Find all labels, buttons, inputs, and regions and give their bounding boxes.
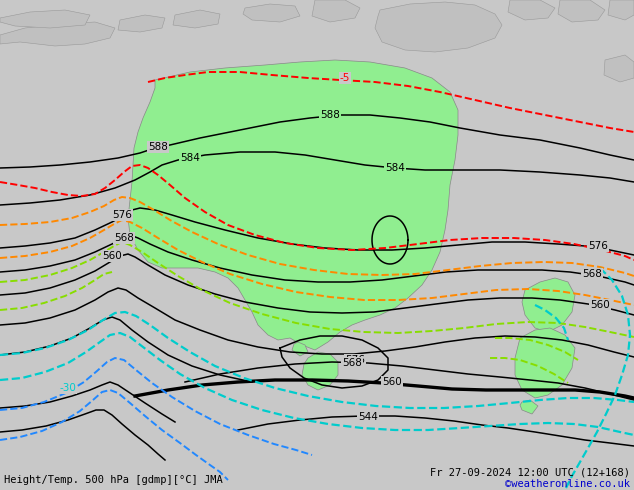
Polygon shape [243, 4, 300, 22]
Polygon shape [292, 342, 308, 356]
Polygon shape [515, 328, 575, 398]
Text: 576: 576 [345, 355, 365, 365]
Polygon shape [128, 60, 458, 350]
Text: -30: -30 [60, 383, 77, 393]
Polygon shape [522, 278, 575, 332]
Text: 568: 568 [582, 269, 602, 279]
Text: 544: 544 [358, 412, 378, 422]
Polygon shape [0, 10, 90, 28]
Polygon shape [608, 0, 634, 20]
Text: Height/Temp. 500 hPa [gdmp][°C] JMA: Height/Temp. 500 hPa [gdmp][°C] JMA [4, 475, 223, 485]
Text: 584: 584 [385, 163, 405, 173]
Polygon shape [312, 0, 360, 22]
Text: ©weatheronline.co.uk: ©weatheronline.co.uk [505, 479, 630, 489]
Text: 576: 576 [588, 241, 608, 251]
Text: 568: 568 [342, 358, 362, 368]
Text: 568: 568 [114, 233, 134, 243]
Text: -5: -5 [340, 73, 350, 83]
Polygon shape [173, 10, 220, 28]
Polygon shape [0, 22, 115, 46]
Text: 560: 560 [590, 300, 610, 310]
Text: 588: 588 [320, 110, 340, 120]
Text: 584: 584 [180, 153, 200, 163]
Text: 560: 560 [102, 251, 122, 261]
Text: 560: 560 [382, 377, 402, 387]
Text: 588: 588 [148, 142, 168, 152]
Polygon shape [558, 0, 605, 22]
Polygon shape [302, 352, 338, 390]
Polygon shape [375, 2, 502, 52]
Text: 576: 576 [112, 210, 132, 220]
Polygon shape [520, 400, 538, 414]
Text: Fr 27-09-2024 12:00 UTC (12+168): Fr 27-09-2024 12:00 UTC (12+168) [430, 467, 630, 477]
Polygon shape [604, 55, 634, 82]
Polygon shape [118, 15, 165, 32]
Polygon shape [508, 0, 555, 20]
